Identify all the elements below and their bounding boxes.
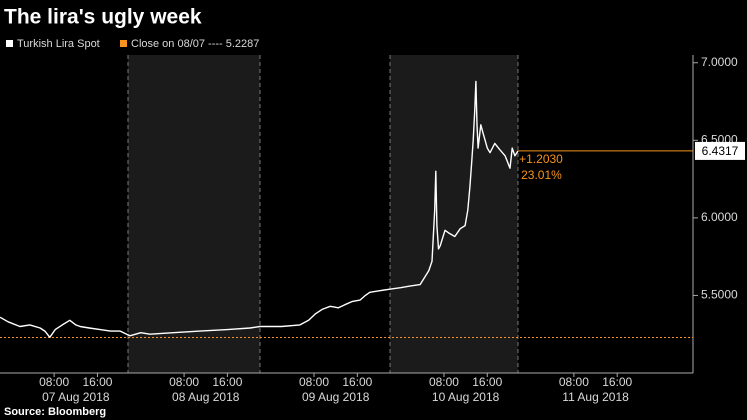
session-shade	[390, 55, 518, 373]
source: Source: Bloomberg	[4, 406, 106, 418]
x-tick-label: 16:00	[472, 375, 502, 389]
x-tick-label: 16:00	[342, 375, 372, 389]
last-value-label: 6.4317	[702, 144, 739, 158]
series-line	[0, 80, 519, 338]
legend-label: Close on 08/07 ---- 5.2287	[131, 38, 259, 50]
x-tick-label: 08:00	[169, 375, 199, 389]
session-shade	[128, 55, 260, 373]
x-tick-label: 08:00	[39, 375, 69, 389]
change-label: +1.2030	[519, 152, 563, 166]
legend-label: Turkish Lira Spot	[17, 38, 100, 50]
last-value-box	[695, 141, 745, 160]
x-tick-label: 08:00	[299, 375, 329, 389]
change-pct-label: 23.01%	[521, 168, 562, 182]
x-tick-label: 16:00	[82, 375, 112, 389]
y-tick-label: 7.0000	[701, 55, 738, 69]
x-day-label: 11 Aug 2018	[562, 390, 629, 404]
x-tick-label: 08:00	[559, 375, 589, 389]
legend-swatch	[120, 40, 127, 47]
y-tick-label: 5.5000	[701, 288, 738, 302]
x-day-label: 08 Aug 2018	[172, 390, 240, 404]
chart-title: The lira's ugly week	[4, 6, 202, 29]
x-tick-label: 16:00	[212, 375, 242, 389]
x-day-label: 09 Aug 2018	[302, 390, 370, 404]
x-tick-label: 08:00	[429, 375, 459, 389]
x-tick-label: 16:00	[602, 375, 632, 389]
x-day-label: 10 Aug 2018	[432, 390, 500, 404]
legend-swatch	[6, 40, 13, 47]
y-tick-label: 6.0000	[701, 210, 738, 224]
x-day-label: 07 Aug 2018	[42, 390, 110, 404]
session-separators	[127, 55, 519, 373]
